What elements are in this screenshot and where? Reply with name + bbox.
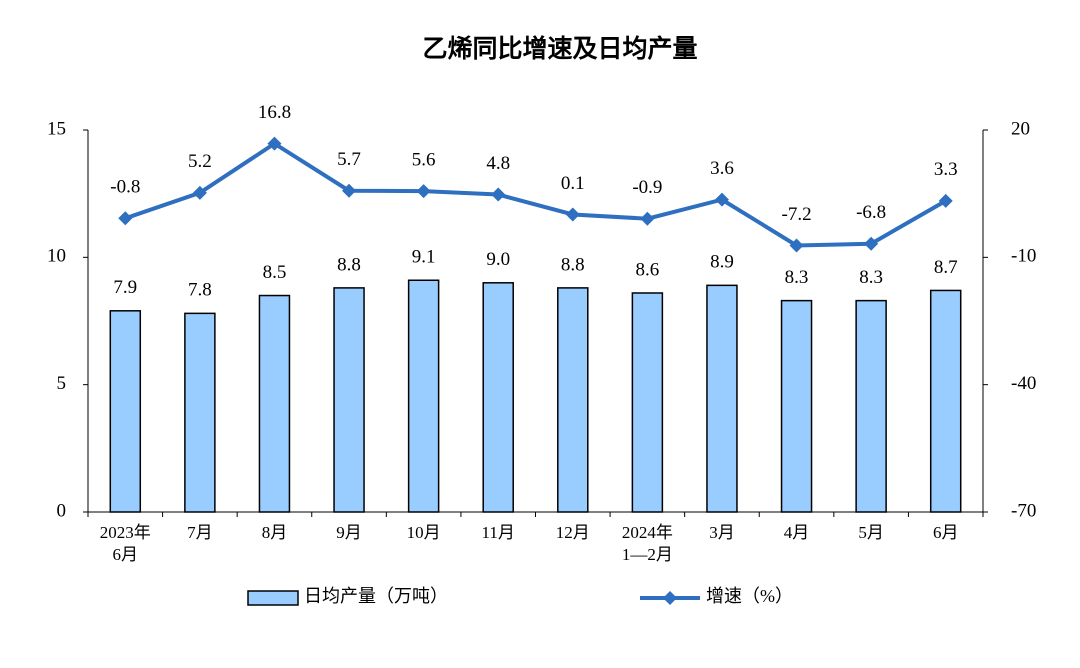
bar bbox=[109, 310, 142, 513]
bar-value-label: 8.5 bbox=[263, 262, 287, 283]
line-value-label: 0.1 bbox=[561, 173, 585, 194]
x-tick-label: 11月 bbox=[482, 523, 515, 542]
x-tick-label: 2024年 bbox=[622, 523, 673, 542]
x-tick-label: 3月 bbox=[709, 523, 735, 542]
legend-label: 增速（%） bbox=[706, 586, 793, 606]
bar bbox=[631, 292, 664, 513]
marker bbox=[342, 183, 357, 198]
legend-label: 日均产量（万吨） bbox=[304, 586, 448, 606]
x-tick-label: 6月 bbox=[933, 523, 959, 542]
marker bbox=[416, 184, 431, 199]
marker bbox=[864, 236, 879, 251]
bar-value-label: 8.7 bbox=[934, 257, 958, 278]
bar bbox=[929, 289, 962, 513]
y-tick-label: 10 bbox=[47, 246, 66, 267]
line-value-label: 4.8 bbox=[486, 153, 510, 174]
marker bbox=[118, 211, 133, 226]
bar-value-label: 9.0 bbox=[486, 249, 510, 270]
x-tick-label: 2023年 bbox=[100, 523, 151, 542]
y-tick-label: 5 bbox=[57, 373, 67, 394]
y-tick-label: 15 bbox=[47, 118, 66, 139]
marker bbox=[640, 211, 655, 226]
y2-tick-label: -10 bbox=[1011, 246, 1036, 267]
x-tick-label: 1—2月 bbox=[622, 545, 673, 564]
line-value-label: -0.9 bbox=[632, 177, 662, 198]
marker bbox=[192, 185, 207, 200]
y-tick-label: 0 bbox=[57, 500, 67, 521]
legend-marker bbox=[663, 591, 677, 605]
bar bbox=[258, 294, 291, 513]
y2-tick-label: -70 bbox=[1011, 500, 1036, 521]
line bbox=[124, 141, 947, 248]
x-tick-label: 12月 bbox=[556, 523, 590, 542]
x-tick-label: 4月 bbox=[784, 523, 810, 542]
bar-value-label: 7.8 bbox=[188, 280, 212, 301]
bar-value-label: 8.3 bbox=[785, 267, 809, 288]
bar-value-label: 7.9 bbox=[113, 277, 137, 298]
bar-value-label: 8.3 bbox=[859, 267, 883, 288]
line-value-label: 5.7 bbox=[337, 149, 361, 170]
y2-tick-label: -40 bbox=[1011, 373, 1036, 394]
marker bbox=[938, 193, 953, 208]
marker bbox=[565, 207, 580, 222]
x-tick-label: 6月 bbox=[113, 545, 139, 564]
marker bbox=[267, 136, 282, 151]
bar-value-label: 8.6 bbox=[636, 259, 660, 280]
bar-value-label: 8.8 bbox=[561, 254, 585, 275]
bar bbox=[557, 287, 589, 513]
bar bbox=[706, 284, 738, 513]
y2-tick-label: 20 bbox=[1011, 118, 1030, 139]
bar bbox=[333, 287, 365, 513]
x-tick-label: 7月 bbox=[187, 523, 213, 542]
marker bbox=[714, 192, 729, 207]
line-value-label: 16.8 bbox=[258, 102, 291, 123]
bar bbox=[184, 312, 216, 513]
line-value-label: 5.2 bbox=[188, 151, 212, 172]
bar-value-label: 8.8 bbox=[337, 254, 361, 275]
line-value-label: -7.2 bbox=[782, 204, 812, 225]
x-tick-label: 8月 bbox=[262, 523, 288, 542]
x-tick-label: 9月 bbox=[336, 523, 362, 542]
bar bbox=[482, 282, 514, 513]
bar bbox=[407, 279, 440, 513]
legend-swatch bbox=[247, 590, 299, 606]
line-value-label: 3.3 bbox=[934, 159, 958, 180]
line-value-label: -0.8 bbox=[110, 177, 140, 198]
bar bbox=[780, 299, 813, 513]
line-value-label: 3.6 bbox=[710, 158, 734, 179]
bar bbox=[855, 299, 887, 513]
bar-value-label: 8.9 bbox=[710, 252, 734, 273]
marker bbox=[491, 187, 506, 202]
marker bbox=[789, 238, 804, 253]
line-value-label: -6.8 bbox=[856, 202, 886, 223]
line-value-label: 5.6 bbox=[412, 149, 436, 170]
x-tick-label: 10月 bbox=[407, 523, 441, 542]
x-tick-label: 5月 bbox=[858, 523, 884, 542]
chart-title: 乙烯同比增速及日均产量 bbox=[422, 34, 697, 63]
bar-value-label: 9.1 bbox=[412, 247, 436, 268]
